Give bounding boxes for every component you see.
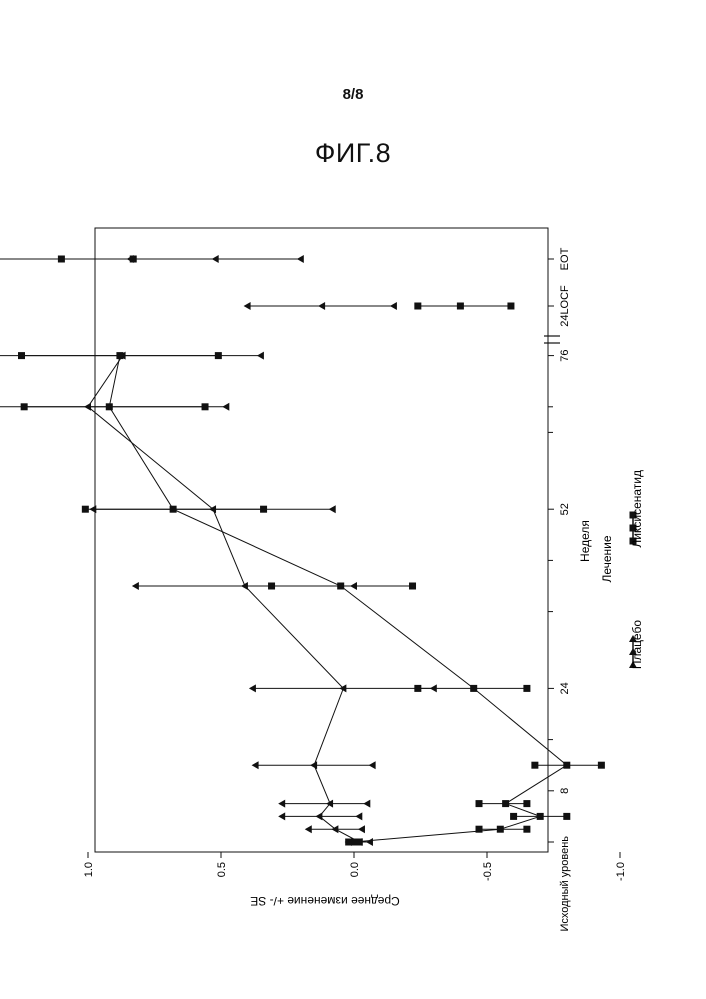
plot-border: [95, 228, 548, 852]
square-marker: [476, 826, 483, 833]
triangle-marker: [390, 302, 397, 310]
square-marker: [130, 256, 137, 263]
square-marker: [523, 800, 530, 807]
square-marker: [523, 685, 530, 692]
square-marker: [268, 583, 275, 590]
square-marker: [170, 506, 177, 513]
x-tick-label: 76: [559, 349, 571, 361]
square-marker: [563, 762, 570, 769]
y-tick-label: -1.0: [615, 862, 627, 881]
triangle-marker: [366, 838, 373, 846]
y-tick-label: -0.5: [482, 862, 494, 881]
triangle-marker: [257, 352, 264, 360]
square-marker: [497, 826, 504, 833]
y-tick-label: 0.5: [216, 862, 228, 877]
triangle-marker: [132, 582, 139, 590]
x-axis-title: Неделя: [578, 520, 592, 562]
x-tick-label: 24LOCF: [559, 285, 571, 327]
square-marker: [502, 800, 509, 807]
triangle-marker: [278, 800, 285, 808]
square-marker: [598, 762, 605, 769]
x-tick-label: 8: [559, 788, 571, 794]
x-tick-label: Исходный уровень: [559, 836, 571, 932]
square-marker: [457, 303, 464, 310]
square-marker: [523, 826, 530, 833]
square-marker: [470, 685, 477, 692]
triangle-marker: [297, 255, 304, 263]
square-marker: [531, 762, 538, 769]
square-marker: [21, 403, 28, 410]
series-placebo: [0, 255, 437, 846]
x-tick-label: 24: [559, 682, 571, 694]
square-marker: [260, 506, 267, 513]
square-marker: [414, 303, 421, 310]
legend-title: Лечение: [600, 535, 614, 582]
square-marker: [414, 685, 421, 692]
triangle-marker: [278, 812, 285, 820]
square-marker: [106, 403, 113, 410]
series-line: [109, 356, 567, 842]
square-marker: [215, 352, 222, 359]
y-axis-title: Среднее изменение +/- SE: [250, 894, 400, 908]
triangle-marker: [318, 302, 325, 310]
triangle-marker: [249, 684, 256, 692]
series-line: [88, 356, 359, 842]
x-tick-label: 52: [559, 503, 571, 515]
square-marker: [510, 813, 517, 820]
triangle-marker: [241, 582, 248, 590]
legend-label: Плацебо: [630, 620, 644, 669]
square-marker: [202, 403, 209, 410]
triangle-marker: [244, 302, 251, 310]
square-marker: [409, 583, 416, 590]
triangle-marker: [329, 505, 336, 513]
y-tick-label: 0.0: [349, 862, 361, 877]
square-marker: [476, 800, 483, 807]
square-marker: [337, 583, 344, 590]
square-marker: [58, 256, 65, 263]
triangle-marker: [305, 825, 312, 833]
triangle-marker: [310, 761, 317, 769]
square-marker: [82, 506, 89, 513]
triangle-marker: [369, 761, 376, 769]
triangle-marker: [315, 812, 322, 820]
triangle-marker: [252, 761, 259, 769]
square-marker: [563, 813, 570, 820]
square-marker: [537, 813, 544, 820]
square-marker: [18, 352, 25, 359]
triangle-marker: [355, 812, 362, 820]
series-lixisenatide: [0, 256, 605, 846]
triangle-marker: [363, 800, 370, 808]
square-marker: [507, 303, 514, 310]
triangle-marker: [358, 825, 365, 833]
plot-frame: [95, 228, 548, 852]
x-tick-label: EOT: [559, 247, 571, 270]
legend-label: Ликсисенатид: [630, 470, 644, 548]
y-tick-label: 1.0: [83, 862, 95, 877]
triangle-marker: [212, 255, 219, 263]
legend: Лечение Плацебо Ликсисенатид: [600, 470, 644, 669]
plot-area: [0, 255, 605, 846]
triangle-marker: [222, 403, 229, 411]
square-marker: [116, 352, 123, 359]
square-marker: [351, 839, 358, 846]
